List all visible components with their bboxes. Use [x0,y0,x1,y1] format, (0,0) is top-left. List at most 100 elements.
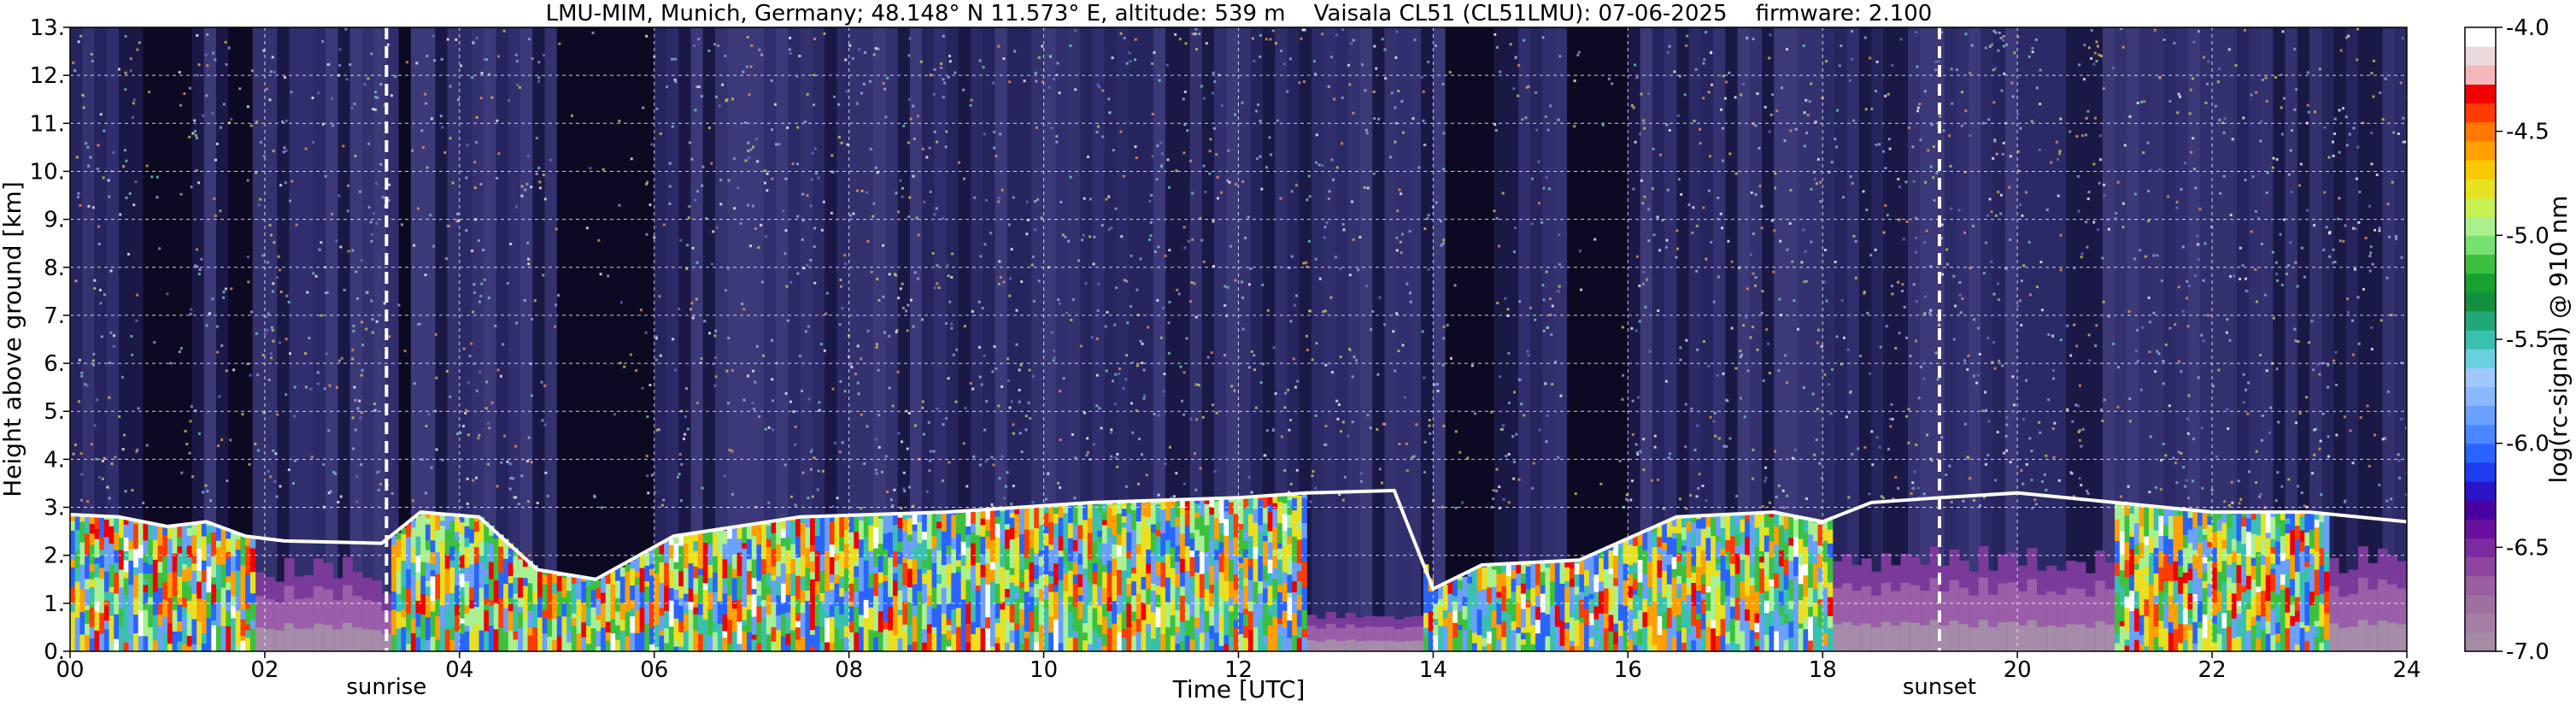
noise-speckle [766,189,769,192]
noise-speckle [1511,435,1515,438]
noise-speckle [226,479,229,483]
noise-speckle [2403,140,2407,144]
cloud-cell [843,515,850,530]
noise-speckle [650,143,654,146]
noise-speckle [1397,90,1400,93]
cloud-cell [74,515,80,521]
cloud-cell [995,509,1000,517]
noise-speckle [998,477,1001,480]
cloud-cell [859,615,865,627]
noise-speckle [883,331,886,334]
cloud-cell [848,583,854,602]
noise-speckle [874,468,877,472]
noise-band [1700,27,1714,651]
noise-speckle [863,82,866,85]
cloud-cell [425,524,431,541]
noise-speckle [2011,95,2015,98]
noise-speckle [1857,447,1860,450]
noise-band [106,27,120,651]
cloud-cell [240,560,246,566]
noise-speckle [662,223,666,227]
noise-band [1031,27,1045,651]
noise-speckle [272,150,275,153]
noise-speckle [2031,46,2034,50]
noise-speckle [2039,68,2042,72]
noise-speckle [2331,261,2334,264]
cloud-cell [751,524,758,537]
noise-speckle [388,183,391,186]
noise-speckle [1493,123,1497,126]
noise-speckle [2405,427,2407,430]
noise-speckle [1945,473,1948,476]
noise-speckle [1924,180,1928,184]
noise-speckle [1991,361,1994,364]
noise-speckle [425,55,429,58]
noise-speckle [2402,140,2405,144]
noise-speckle [355,297,359,300]
noise-speckle [1728,152,1732,156]
noise-speckle [2250,93,2253,97]
noise-speckle [2307,110,2310,114]
noise-speckle [1199,467,1202,470]
noise-speckle [1666,188,1669,191]
cloud-cell [859,627,865,651]
cloud-cell [1063,513,1069,535]
noise-speckle [1899,38,1903,41]
cloud-cell [1058,556,1064,581]
cloud-cell [478,554,484,563]
noise-speckle [1995,152,1998,156]
noise-speckle [1800,261,1804,264]
noise-speckle [406,61,409,64]
cloud-cell [848,560,854,584]
noise-speckle [1334,256,1337,259]
cloud-cell [868,573,874,589]
cloud-cell [532,574,538,592]
cloud-cell [810,521,816,545]
noise-speckle [1936,378,1939,381]
noise-speckle [425,166,429,169]
noise-speckle [2182,466,2186,469]
noise-speckle [205,94,208,97]
cloud-cell [722,577,728,586]
cloud-cell [731,608,738,632]
cloud-cell [585,579,592,587]
noise-speckle [2148,350,2151,354]
cloud-cell [873,573,879,597]
cloud-cell [1117,544,1123,556]
noise-speckle [1059,486,1062,490]
noise-speckle [1492,497,1495,501]
noise-speckle [856,344,860,348]
cloud-cell [215,625,222,651]
cloud-cell [1121,508,1128,517]
cloud-cell [435,529,441,553]
cloud-cell [1101,603,1108,617]
noise-speckle [674,368,678,372]
noise-speckle [464,411,467,415]
noise-speckle [2002,44,2005,48]
aerosol-column [381,633,392,651]
noise-speckle [1352,111,1355,115]
cloud-cell [197,548,202,559]
cloud-cell [936,583,942,605]
noise-speckle [1280,435,1283,438]
noise-speckle [516,83,519,86]
noise-speckle [2294,261,2297,264]
cloud-cell [776,521,782,544]
noise-speckle [1709,155,1712,158]
noise-speckle [854,373,857,376]
noise-speckle [1206,356,1210,359]
noise-speckle [1692,206,1695,209]
noise-speckle [2121,226,2125,229]
noise-speckle [2179,95,2182,98]
noise-speckle [1507,401,1511,404]
noise-speckle [877,298,881,302]
cloud-cell [94,545,100,558]
noise-speckle [1134,38,1137,41]
cloud-cell [922,583,928,604]
cloud-cell [123,594,129,621]
noise-speckle [2020,279,2023,283]
cloud-cell [854,560,860,567]
noise-speckle [801,192,805,196]
cloud-cell [566,631,572,643]
cloud-cell [1053,562,1059,585]
